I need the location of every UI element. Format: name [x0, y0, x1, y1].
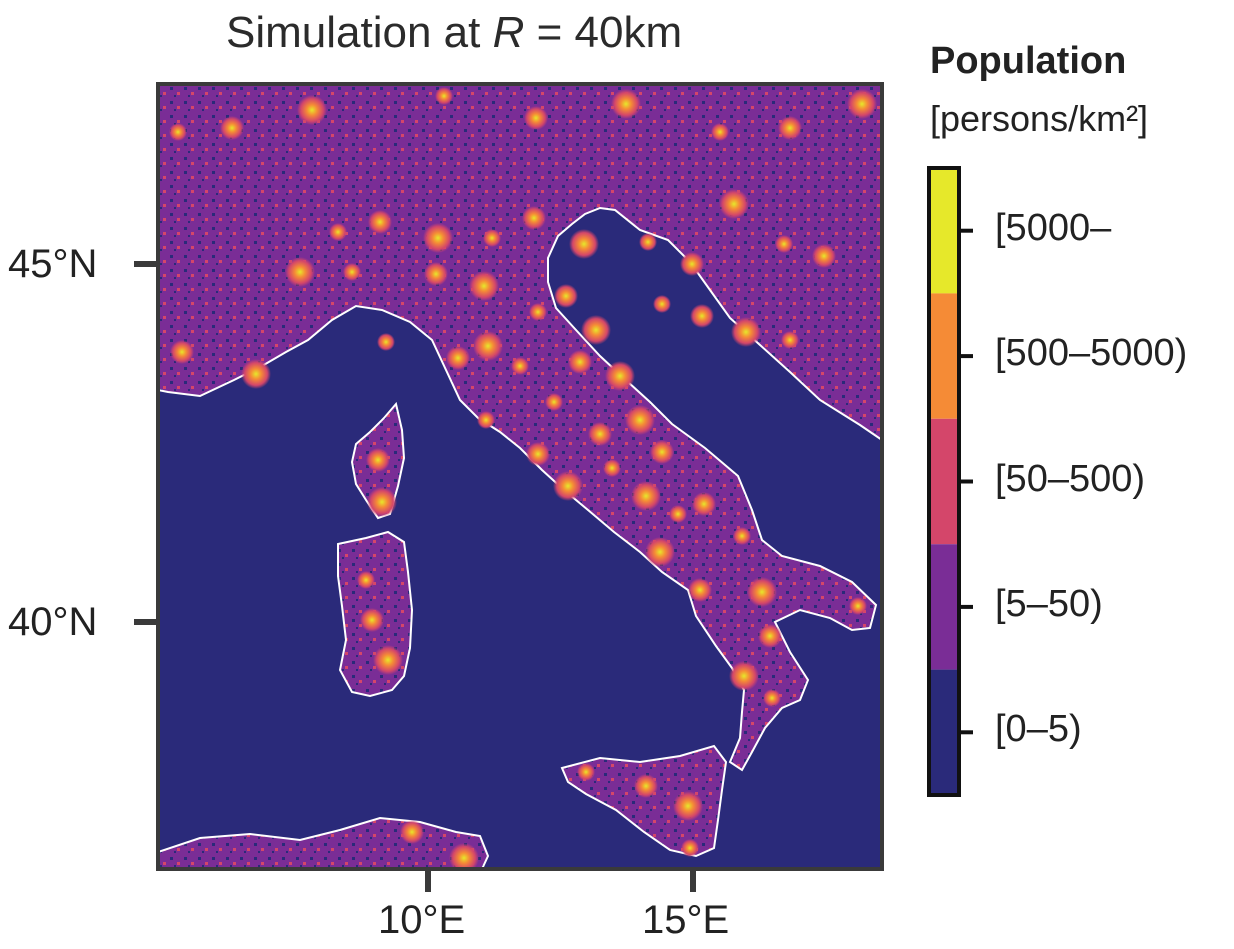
city-hotspot: [711, 123, 729, 141]
city-hotspot: [639, 233, 657, 251]
legend-colorbar-border: [927, 166, 961, 797]
city-hotspot: [568, 350, 592, 374]
city-hotspot: [673, 791, 703, 821]
legend-bin-label: [5000–: [995, 206, 1112, 249]
city-hotspot: [400, 820, 424, 844]
city-hotspot: [367, 487, 397, 517]
legend-bin-label: [50–500): [995, 457, 1146, 500]
city-hotspot: [435, 87, 453, 105]
lat-label-40: 40°N: [8, 600, 98, 644]
city-hotspot: [343, 263, 361, 281]
city-hotspot: [611, 89, 641, 119]
city-hotspot: [220, 116, 244, 140]
city-hotspot: [603, 459, 621, 477]
city-hotspot: [681, 839, 699, 857]
city-hotspot: [569, 229, 599, 259]
city-hotspot: [588, 422, 612, 446]
city-hotspot: [631, 481, 661, 511]
legend-swatch: [929, 418, 959, 545]
legend-bin-label: [5–50): [995, 582, 1103, 625]
city-hotspot: [522, 206, 546, 230]
title-variable: R: [492, 8, 525, 57]
city-hotspot: [554, 284, 578, 308]
city-hotspot: [625, 405, 655, 435]
city-hotspot: [366, 448, 390, 472]
city-hotspot: [469, 271, 499, 301]
legend-swatch: [929, 168, 959, 294]
city-hotspot: [733, 527, 751, 545]
legend-unit: [persons/km²]: [930, 98, 1149, 139]
lon-label-10: 10°E: [378, 898, 466, 942]
title-prefix: Simulation at: [226, 8, 493, 57]
city-hotspot: [424, 262, 448, 286]
city-hotspot: [778, 116, 802, 140]
city-hotspot: [605, 361, 635, 391]
city-hotspot: [812, 244, 836, 268]
city-hotspot: [477, 411, 495, 429]
city-hotspot: [357, 571, 375, 589]
city-hotspot: [847, 89, 877, 119]
city-hotspot: [553, 471, 583, 501]
city-hotspot: [297, 95, 327, 125]
legend-bin-label: [0–5): [995, 708, 1082, 751]
title-suffix: = 40km: [524, 8, 683, 57]
city-hotspot: [731, 317, 761, 347]
map-frame: [156, 82, 884, 871]
city-hotspot: [650, 440, 674, 464]
city-hotspot: [545, 393, 563, 411]
city-hotspot: [483, 229, 501, 247]
city-hotspot: [473, 331, 503, 361]
city-hotspot: [241, 359, 271, 389]
lat-label-45: 45°N: [8, 242, 98, 286]
city-hotspot: [692, 492, 716, 516]
city-hotspot: [285, 257, 315, 287]
city-hotspot: [423, 223, 453, 253]
legend-bin-label: [500–5000): [995, 332, 1188, 375]
city-hotspot: [747, 577, 777, 607]
city-hotspot: [524, 106, 548, 130]
lon-label-15: 15°E: [642, 898, 730, 942]
city-hotspot: [680, 252, 704, 276]
map-area: [158, 84, 882, 869]
city-hotspot: [360, 608, 384, 632]
map-title: Simulation at R = 40km: [226, 8, 682, 58]
legend-colorbar: [927, 166, 973, 797]
city-hotspot: [634, 774, 658, 798]
legend-swatch: [929, 293, 959, 419]
city-hotspot: [526, 442, 550, 466]
city-hotspot: [690, 304, 714, 328]
city-hotspot: [373, 645, 403, 675]
city-hotspot: [446, 346, 470, 370]
city-hotspot: [329, 223, 347, 241]
city-hotspot: [511, 357, 529, 375]
legend-title: Population: [930, 40, 1127, 82]
legend-swatch: [929, 544, 959, 670]
city-hotspot: [368, 210, 392, 234]
city-hotspot: [170, 340, 194, 364]
city-hotspot: [849, 597, 867, 615]
city-hotspots: [169, 87, 877, 869]
sicily: [560, 744, 728, 858]
city-hotspot: [781, 331, 799, 349]
city-hotspot: [653, 295, 671, 313]
city-hotspot: [758, 624, 782, 648]
city-hotspot: [645, 537, 675, 567]
city-hotspot: [763, 689, 781, 707]
city-hotspot: [581, 315, 611, 345]
city-hotspot: [169, 123, 187, 141]
city-hotspot: [729, 661, 759, 691]
city-hotspot: [775, 235, 793, 253]
city-hotspot: [719, 189, 749, 219]
city-hotspot: [529, 303, 547, 321]
city-hotspot: [377, 333, 395, 351]
city-hotspot: [449, 843, 479, 869]
city-hotspot: [577, 763, 595, 781]
city-hotspot: [688, 578, 712, 602]
legend-swatch: [929, 669, 959, 795]
city-hotspot: [669, 505, 687, 523]
